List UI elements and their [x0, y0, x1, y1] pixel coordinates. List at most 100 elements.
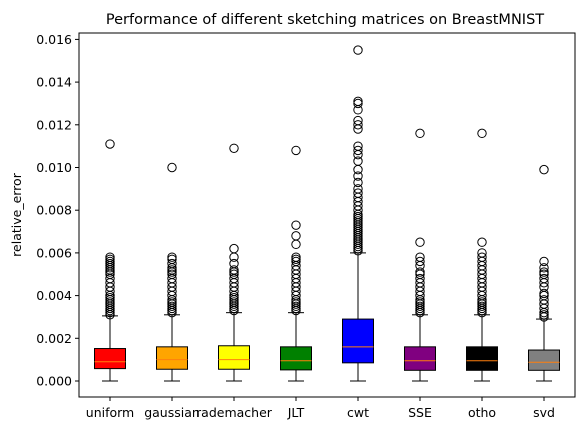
- box-body: [404, 346, 436, 371]
- outlier-point: [229, 258, 239, 269]
- outlier-point: [539, 269, 549, 279]
- outlier-point: [353, 171, 363, 181]
- outlier-point: [353, 96, 363, 107]
- outlier-point: [353, 45, 363, 55]
- outlier-point: [105, 293, 115, 303]
- outlier-point: [415, 128, 425, 139]
- box-body: [466, 346, 498, 371]
- y-tick-label: 0.016: [36, 32, 72, 47]
- box-otho: [466, 128, 498, 382]
- outlier-point: [167, 265, 177, 275]
- x-tick-label: otho: [468, 405, 496, 420]
- box-body: [342, 318, 374, 364]
- x-tick-label: JLT: [287, 405, 305, 420]
- outlier-point: [477, 252, 487, 262]
- box-cwt: [342, 45, 374, 382]
- x-tick-label: svd: [533, 405, 555, 420]
- outlier-point: [539, 164, 549, 175]
- outlier-point: [105, 297, 115, 307]
- y-axis: 0.000 0.002 0.004 0.006 0.008 0.010 0.012 0.014…: [36, 32, 79, 388]
- y-tick-label: 0.012: [36, 117, 72, 132]
- outlier-point: [477, 301, 487, 311]
- y-tick-label: 0.008: [36, 203, 72, 218]
- outlier-point: [229, 269, 239, 279]
- outlier-point: [477, 248, 487, 258]
- outlier-point: [415, 301, 425, 311]
- outlier-point: [353, 211, 363, 222]
- outlier-point: [415, 267, 425, 277]
- outlier-point: [415, 273, 425, 284]
- outlier-point: [539, 267, 549, 277]
- outlier-point: [105, 252, 115, 262]
- outlier-point: [477, 237, 487, 247]
- outlier-point: [229, 265, 239, 275]
- outlier-point: [353, 98, 363, 109]
- y-tick-label: 0.002: [36, 331, 72, 346]
- box-body: [280, 346, 312, 371]
- outlier-point: [291, 145, 301, 156]
- outlier-point: [229, 243, 239, 254]
- outlier-point: [167, 252, 177, 262]
- box-body: [528, 349, 560, 371]
- outlier-point: [415, 237, 425, 247]
- y-axis-label: relative_error: [9, 172, 24, 257]
- outlier-point: [291, 252, 301, 262]
- outlier-point: [415, 252, 425, 262]
- outlier-point: [229, 143, 239, 153]
- outlier-point: [353, 216, 363, 226]
- outlier-point: [353, 141, 363, 151]
- y-tick-label: 0.006: [36, 245, 72, 260]
- outlier-point: [415, 256, 425, 267]
- x-tick-label: cwt: [347, 405, 369, 420]
- outlier-point: [167, 258, 177, 269]
- outlier-point: [105, 258, 115, 269]
- outlier-point: [105, 256, 115, 267]
- box-body: [156, 346, 188, 370]
- outlier-point: [477, 297, 487, 307]
- y-tick-label: 0.000: [36, 373, 72, 388]
- plot-frame: [78, 32, 576, 398]
- chart-title: Performance of different sketching matri…: [106, 12, 544, 28]
- outlier-point: [229, 297, 239, 307]
- outlier-point: [291, 231, 301, 241]
- box-uniform: [94, 139, 126, 382]
- outlier-point: [353, 115, 363, 126]
- outlier-point: [167, 301, 177, 311]
- box-JLT: [280, 145, 312, 382]
- outlier-point: [353, 177, 363, 188]
- outlier-point: [353, 184, 363, 194]
- outlier-point: [291, 254, 301, 264]
- outlier-point: [353, 156, 363, 166]
- plot-background: [79, 33, 575, 397]
- outlier-point: [539, 256, 549, 267]
- y-tick-label: 0.010: [36, 160, 72, 175]
- x-tick-label: SSE: [408, 405, 432, 420]
- x-tick-label: gaussian: [144, 405, 200, 420]
- outlier-point: [539, 263, 549, 273]
- outlier-point: [477, 128, 487, 139]
- outlier-point: [105, 139, 115, 149]
- outlier-point: [291, 297, 301, 307]
- outlier-point: [167, 162, 177, 173]
- outlier-point: [353, 145, 363, 156]
- outlier-point: [415, 297, 425, 307]
- box-gaussian: [156, 162, 188, 382]
- box-body: [94, 348, 126, 370]
- plot-area: [78, 32, 576, 398]
- box-body: [218, 345, 250, 370]
- y-tick-label: 0.014: [36, 75, 72, 90]
- outlier-point: [291, 301, 301, 311]
- outlier-point: [291, 256, 301, 267]
- box-svd: [528, 164, 560, 382]
- outlier-point: [229, 293, 239, 303]
- outlier-point: [539, 273, 549, 284]
- outlier-point: [291, 220, 301, 230]
- outlier-point: [353, 188, 363, 198]
- outlier-point: [167, 269, 177, 279]
- y-tick-label: 0.004: [36, 288, 72, 303]
- outlier-point: [539, 288, 549, 299]
- box-rademacher: [218, 143, 250, 382]
- outlier-point: [167, 297, 177, 307]
